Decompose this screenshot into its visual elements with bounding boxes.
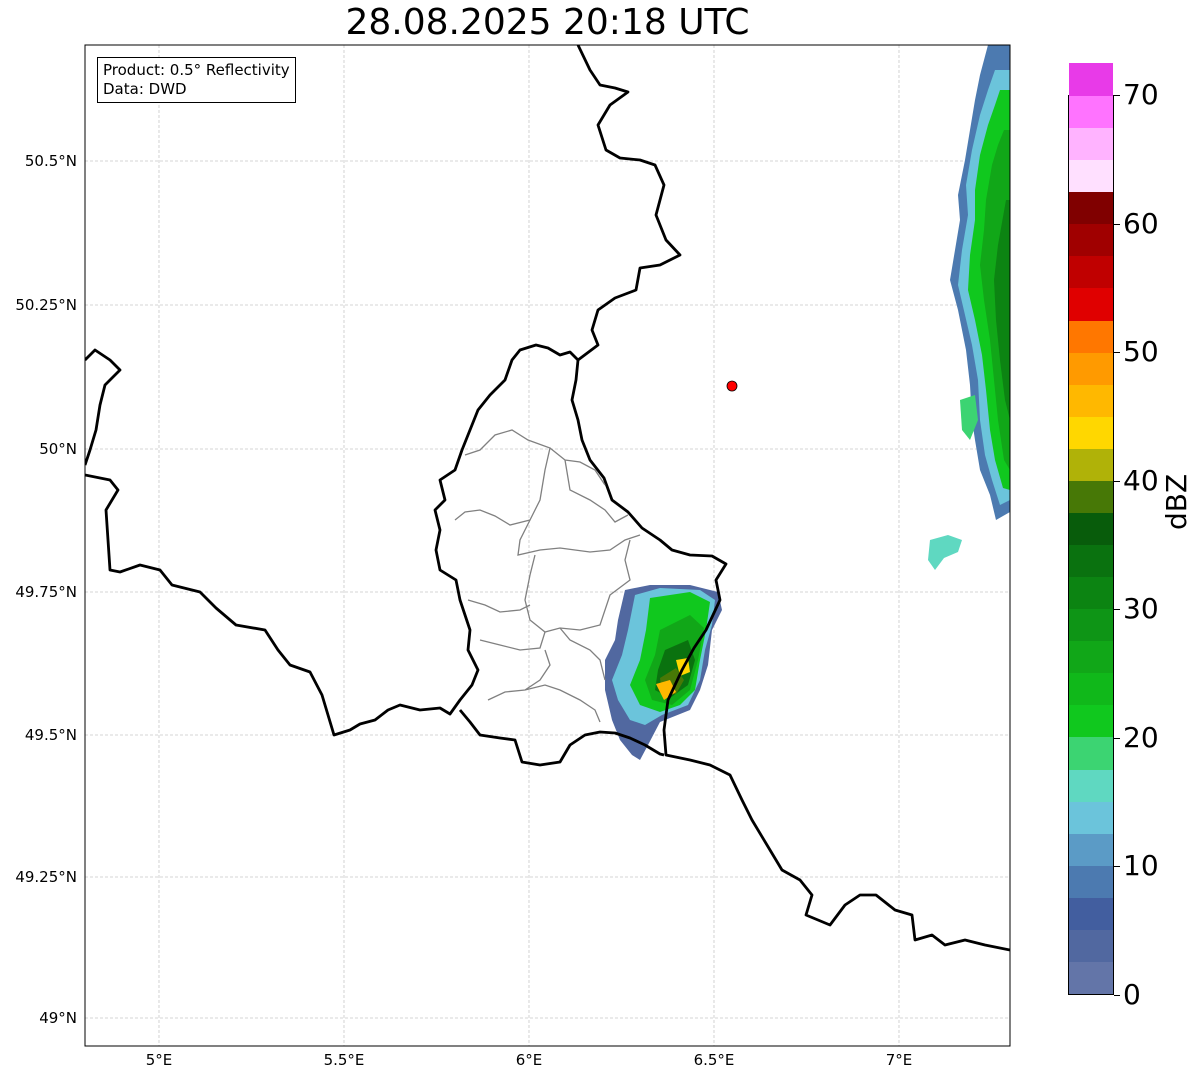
colorbar-tick-label: 0 [1123, 978, 1141, 1011]
colorbar-segment [1069, 608, 1113, 642]
colorbar-segment [1069, 63, 1113, 96]
colorbar-unit-label: dBZ [1160, 473, 1193, 530]
lat-label-50-5: 50.5°N [24, 152, 77, 170]
colorbar-segment [1069, 384, 1113, 417]
colorbar-segment [1069, 416, 1113, 449]
colorbar-segment [1069, 865, 1113, 898]
lat-label-49-25: 49.25°N [15, 868, 77, 886]
country-borders [85, 45, 1010, 952]
colorbar-segment [1069, 287, 1113, 321]
data-source-label: Data: DWD [103, 80, 187, 98]
colorbar-segment [1069, 159, 1113, 193]
colorbar-tick [1114, 480, 1120, 482]
colorbar-tick [1114, 737, 1120, 739]
lat-label-49: 49°N [39, 1009, 77, 1027]
colorbar-segment [1069, 223, 1113, 257]
colorbar-segment [1069, 768, 1113, 802]
colorbar-tick-label: 70 [1123, 78, 1159, 111]
lon-label-5: 5°E [145, 1051, 173, 1069]
colorbar-segment [1069, 961, 1113, 994]
colorbar-segment [1069, 929, 1113, 962]
lon-label-6-5: 6.5°E [693, 1051, 735, 1069]
lat-label-49-75: 49.75°N [15, 583, 77, 601]
colorbar-tick [1114, 609, 1120, 611]
colorbar-tick [1114, 995, 1120, 996]
colorbar-tick [1114, 866, 1120, 868]
radar-echo-luxembourg [605, 585, 722, 760]
colorbar-tick-label: 40 [1123, 463, 1159, 497]
colorbar-segment [1069, 544, 1113, 578]
colorbar-segment [1069, 576, 1113, 610]
colorbar-segment [1069, 95, 1113, 129]
lon-label-5-5: 5.5°E [323, 1051, 365, 1069]
canton-borders [454, 429, 641, 723]
colorbar-tick-label: 50 [1123, 335, 1159, 369]
product-label: Product: 0.5° Reflectivity [103, 61, 290, 79]
colorbar-segment [1069, 640, 1113, 674]
colorbar-tick-label: 10 [1123, 849, 1159, 883]
colorbar-segment [1069, 448, 1113, 481]
colorbar-segment [1069, 480, 1113, 513]
colorbar-tick-label: 60 [1123, 206, 1159, 240]
gridlines [85, 45, 1010, 1046]
lat-label-50-25: 50.25°N [15, 296, 77, 314]
colorbar-tick-label: 30 [1123, 592, 1159, 626]
colorbar-tick [1114, 95, 1120, 96]
colorbar [1068, 63, 1114, 995]
map-title: 28.08.2025 20:18 UTC [345, 2, 750, 43]
colorbar-segment [1069, 191, 1113, 225]
colorbar-segment [1069, 127, 1113, 161]
radar-site-marker[interactable] [726, 380, 738, 392]
lat-label-49-5: 49.5°N [24, 726, 77, 744]
colorbar-tick-label: 20 [1123, 720, 1159, 754]
colorbar-segment [1069, 352, 1113, 385]
lat-label-50: 50°N [39, 440, 77, 458]
colorbar-segment [1069, 704, 1113, 738]
colorbar-segment [1069, 833, 1113, 866]
colorbar-segment [1069, 512, 1113, 545]
lon-label-6: 6°E [515, 1051, 543, 1069]
colorbar-tick [1114, 223, 1120, 225]
colorbar-segment [1069, 672, 1113, 706]
product-info-box: Product: 0.5° Reflectivity Data: DWD [97, 57, 296, 103]
colorbar-segment [1069, 897, 1113, 930]
colorbar-segment [1069, 319, 1113, 353]
colorbar-segment [1069, 736, 1113, 770]
radar-echo-east [928, 45, 1010, 570]
colorbar-tick [1114, 352, 1120, 354]
lon-label-7: 7°E [885, 1051, 913, 1069]
colorbar-segment [1069, 255, 1113, 289]
colorbar-segment [1069, 801, 1113, 834]
